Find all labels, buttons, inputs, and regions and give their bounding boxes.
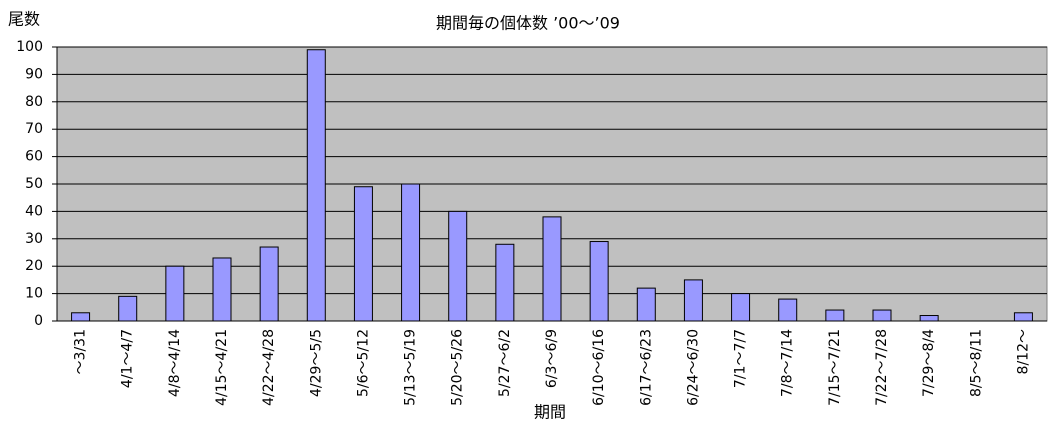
bar bbox=[448, 210, 468, 322]
x-tick-label: 4/29～5/5 bbox=[308, 329, 324, 397]
bar bbox=[259, 246, 279, 322]
y-tick-label: 70 bbox=[25, 121, 43, 137]
x-tick-label: 5/13～5/19 bbox=[403, 329, 419, 406]
y-tick-label: 40 bbox=[25, 203, 43, 219]
y-tick-label: 50 bbox=[25, 176, 43, 192]
y-tick-label: 80 bbox=[25, 94, 43, 110]
x-tick-label: 4/15～4/21 bbox=[214, 329, 230, 406]
x-tick-label: 7/22～7/28 bbox=[874, 329, 890, 406]
bar bbox=[731, 293, 751, 322]
x-tick-label: ～3/31 bbox=[73, 329, 89, 374]
x-tick-label: 4/8～4/14 bbox=[167, 329, 183, 397]
y-tick-label: 60 bbox=[25, 149, 43, 165]
x-tick-label: 6/3～6/9 bbox=[544, 329, 560, 388]
bar bbox=[165, 265, 185, 322]
bar bbox=[306, 49, 326, 322]
x-tick-label: 8/5～8/11 bbox=[968, 329, 984, 397]
bar bbox=[589, 241, 609, 322]
y-axis-label: 尾数 bbox=[8, 10, 40, 29]
bar bbox=[1013, 312, 1033, 322]
x-tick-label: 4/22～4/28 bbox=[261, 329, 277, 406]
y-tick-label: 10 bbox=[25, 286, 43, 302]
y-tick-label: 0 bbox=[34, 313, 43, 329]
x-axis-label: 期間 bbox=[534, 403, 566, 422]
bar bbox=[212, 257, 232, 322]
x-tick-label: 7/8～7/14 bbox=[780, 329, 796, 397]
bar bbox=[636, 287, 656, 322]
chart-title: 期間毎の個体数 ’00～’09 bbox=[436, 14, 620, 33]
y-tick-label: 100 bbox=[16, 39, 43, 55]
x-tick-label: 5/20～5/26 bbox=[450, 329, 466, 406]
bar bbox=[401, 183, 421, 322]
bar bbox=[118, 295, 138, 322]
x-tick-label: 6/17～6/23 bbox=[638, 329, 654, 406]
x-tick-label: 6/24～6/30 bbox=[685, 329, 701, 406]
bar bbox=[825, 309, 845, 322]
bar bbox=[683, 279, 703, 322]
bar bbox=[495, 243, 515, 322]
y-tick-label: 90 bbox=[25, 66, 43, 82]
x-tick-label: 5/27～6/2 bbox=[497, 329, 513, 397]
x-tick-label: 4/1～4/7 bbox=[120, 329, 136, 388]
x-tick-label: 7/1～7/7 bbox=[733, 329, 749, 388]
x-tick-label: 5/6～5/12 bbox=[355, 329, 371, 397]
bar bbox=[919, 315, 939, 322]
y-tick-label: 30 bbox=[25, 231, 43, 247]
bar bbox=[353, 186, 373, 322]
bar bbox=[778, 298, 798, 322]
x-tick-label: 8/12～ bbox=[1015, 329, 1031, 374]
y-tick-label: 20 bbox=[25, 258, 43, 274]
x-tick-label: 7/15～7/21 bbox=[827, 329, 843, 406]
x-tick-label: 6/10～6/16 bbox=[591, 329, 607, 406]
bar bbox=[71, 312, 91, 322]
bar bbox=[872, 309, 892, 322]
bar bbox=[542, 216, 562, 322]
x-tick-label: 7/29～8/4 bbox=[921, 329, 937, 397]
